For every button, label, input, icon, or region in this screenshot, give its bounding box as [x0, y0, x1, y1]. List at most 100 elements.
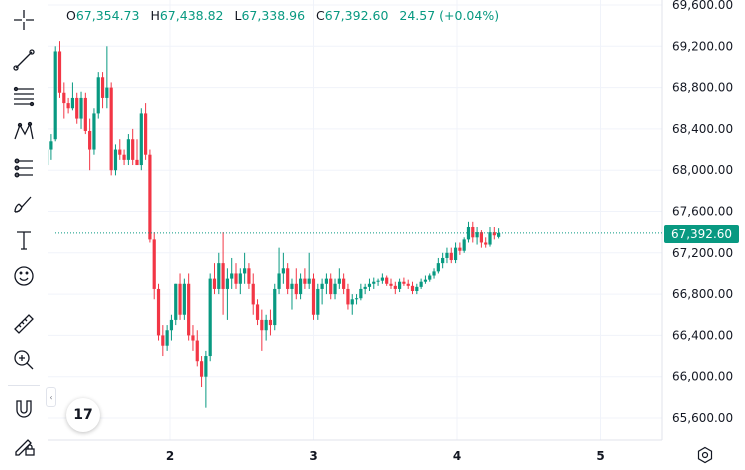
- candle-up: [372, 277, 376, 289]
- toolbar-collapse-handle[interactable]: ‹: [46, 387, 56, 407]
- candle-body: [458, 247, 462, 251]
- candle-up: [92, 108, 96, 155]
- tradingview-logo[interactable]: 17: [66, 398, 100, 432]
- candle-down: [131, 128, 135, 166]
- candle-up: [53, 46, 57, 142]
- candle-down: [156, 283, 161, 341]
- candle-body: [402, 281, 406, 284]
- candle-body: [415, 286, 419, 292]
- candle-body: [182, 283, 186, 315]
- candle-up: [316, 283, 320, 320]
- ohlc-legend: O67,354.73 H67,438.82 L67,338.96 C67,392…: [66, 8, 506, 23]
- fib-retracement-button[interactable]: [8, 80, 40, 112]
- candle-up: [298, 273, 303, 300]
- candle-body: [406, 283, 410, 286]
- candle-body: [393, 285, 397, 289]
- price-tick-label: 66,000.00: [672, 370, 733, 384]
- candle-up: [445, 247, 449, 264]
- candle-body: [70, 97, 75, 109]
- candle-up: [367, 278, 372, 292]
- candle-down: [286, 263, 290, 295]
- candle-body: [221, 263, 225, 289]
- candle-body: [148, 154, 152, 240]
- candle-up: [96, 72, 100, 119]
- candle-body: [492, 232, 496, 236]
- candle-body: [208, 278, 212, 357]
- candle-down: [75, 92, 79, 124]
- ruler-button[interactable]: [8, 308, 40, 340]
- candle-up: [462, 237, 466, 253]
- price-axis[interactable]: 69,600.00 69,200.00 68,800.00 68,400.00 68,0…: [672, 0, 733, 425]
- candle-down: [303, 268, 307, 289]
- candle-body: [178, 283, 182, 315]
- candle-up: [415, 283, 419, 295]
- candle-up: [273, 283, 277, 331]
- candle-body: [290, 283, 294, 289]
- candle-down: [389, 278, 393, 289]
- candle-body: [342, 278, 346, 289]
- candle-body: [79, 97, 83, 119]
- candle-body: [230, 273, 234, 279]
- candle-down: [100, 72, 105, 109]
- candle-body: [286, 268, 290, 289]
- candle-body: [324, 278, 329, 284]
- candle-down: [346, 283, 350, 310]
- trend-line-button[interactable]: [8, 44, 40, 76]
- magnet-button[interactable]: [8, 394, 40, 426]
- zoom-in-button[interactable]: [8, 344, 40, 376]
- candle-body: [234, 273, 238, 284]
- candle-up: [488, 226, 492, 247]
- candle-body: [350, 299, 354, 305]
- candle-up: [126, 134, 130, 166]
- low-value: 67,338.96: [241, 8, 306, 23]
- candle-body: [367, 283, 372, 287]
- candle-down: [410, 281, 415, 295]
- candle-down: [260, 309, 264, 351]
- high-value: 67,438.82: [159, 8, 224, 23]
- lock-drawings-button[interactable]: [8, 430, 40, 462]
- pattern-button[interactable]: [8, 116, 40, 148]
- candle-up: [453, 242, 458, 264]
- candle-body: [346, 288, 350, 305]
- candle-down: [187, 273, 191, 341]
- candle-body: [484, 242, 488, 245]
- candle-body: [497, 232, 501, 237]
- time-tick-label: 3: [309, 449, 317, 463]
- candle-body: [165, 330, 169, 346]
- candle-body: [419, 281, 423, 287]
- brush-button[interactable]: [8, 188, 40, 220]
- candle-up: [290, 278, 294, 310]
- candle-body: [199, 361, 204, 377]
- candle-up: [165, 325, 169, 351]
- candle-up: [105, 46, 109, 109]
- candle-up: [139, 108, 143, 171]
- candle-body: [389, 283, 393, 286]
- candle-body: [100, 77, 105, 98]
- chart-settings-icon[interactable]: [696, 446, 714, 464]
- emoji-button[interactable]: [8, 260, 40, 292]
- lock-drawings-icon: [15, 439, 35, 456]
- candle-down: [83, 92, 87, 135]
- crosshair-icon: [14, 10, 34, 30]
- prediction-button[interactable]: [8, 152, 40, 184]
- candle-up: [497, 228, 501, 239]
- candle-down: [109, 82, 113, 176]
- candle-body: [191, 335, 195, 341]
- candle-body: [187, 283, 191, 336]
- high-label: H: [150, 8, 160, 23]
- toolbar-divider: [8, 385, 40, 386]
- prediction-icon: [14, 158, 33, 178]
- candle-up: [169, 314, 174, 341]
- candle-body: [488, 232, 492, 245]
- text-button[interactable]: [8, 224, 40, 256]
- crosshair-button[interactable]: [8, 4, 40, 36]
- candle-body: [109, 87, 113, 171]
- candle-body: [449, 252, 453, 261]
- candle-body: [453, 247, 458, 261]
- time-axis[interactable]: 2 3 4 5: [166, 449, 605, 463]
- candle-down: [471, 221, 475, 243]
- candle-body: [83, 97, 87, 131]
- candle-down: [342, 273, 346, 295]
- candle-body: [363, 286, 367, 289]
